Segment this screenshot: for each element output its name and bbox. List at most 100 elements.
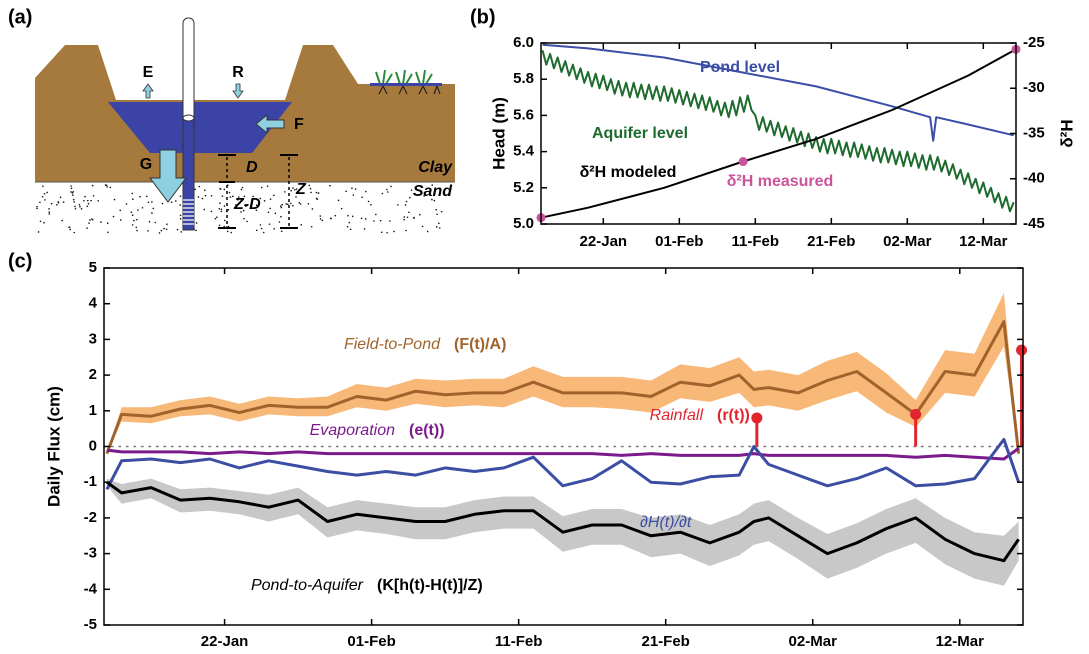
- stem: [751, 412, 763, 447]
- series-formula: (r(t)): [717, 407, 750, 424]
- sand-grain: [298, 201, 301, 204]
- sand-grain: [39, 201, 41, 204]
- sand-grain: [255, 204, 258, 207]
- sand-grain: [109, 186, 112, 189]
- sand-grain: [433, 193, 436, 195]
- x-tick-label: 01-Feb: [347, 633, 395, 650]
- sand-grain: [86, 199, 89, 202]
- sand-grain: [287, 203, 289, 206]
- sand-grain: [351, 187, 353, 190]
- sand-grain: [146, 195, 148, 198]
- sand-grain: [436, 213, 438, 216]
- x-tick-label: 21-Feb: [807, 233, 855, 250]
- sand-grain: [283, 191, 286, 193]
- series-label: Pond level: [700, 59, 780, 76]
- sand-grain: [74, 207, 77, 210]
- sand-grain: [70, 191, 72, 193]
- arrow-g: [149, 149, 187, 203]
- series-formula: (K[h(t)-H(t)]/Z): [377, 577, 483, 594]
- sand-grain: [260, 186, 263, 189]
- series-label: Evaporation: [310, 422, 395, 439]
- x-tick-label: 12-Mar: [959, 233, 1008, 250]
- sand-grain: [136, 218, 138, 221]
- y-tick-label: 5.0: [513, 215, 534, 232]
- sand-grain: [72, 198, 75, 201]
- sand-grain: [316, 198, 319, 201]
- sand-grain: [36, 205, 38, 208]
- sand-grain: [223, 188, 226, 191]
- sand-grain: [80, 208, 83, 210]
- sand-grain: [154, 221, 157, 224]
- sand-grain: [310, 191, 312, 194]
- label-d: D: [246, 159, 258, 176]
- sand-grain: [91, 184, 94, 187]
- arrow-e: [142, 83, 154, 99]
- sand-grain: [210, 194, 213, 197]
- sand-grain: [349, 228, 352, 231]
- series-line: [106, 447, 1020, 461]
- sand-grain: [386, 231, 388, 234]
- sand-grain: [405, 200, 408, 203]
- sand-grain: [41, 195, 44, 198]
- y-tick-label: 5.2: [513, 179, 534, 196]
- sand-grain: [194, 188, 196, 191]
- sand-grain: [56, 203, 58, 206]
- sand-grain: [79, 205, 81, 208]
- y-axis-label: Daily Flux (cm): [44, 386, 63, 507]
- sand-grain: [97, 199, 99, 202]
- sand-grain: [273, 194, 275, 197]
- sand-grain: [174, 200, 177, 202]
- sand-grain: [133, 219, 135, 222]
- series-label: Pond-to-Aquifer: [251, 577, 364, 594]
- chart: (b) Head (m) δ²H 5.0 5.2 5.4 5.6 5.8 6.0 -45 -40 -3…: [470, 6, 1076, 250]
- sand-grain: [92, 194, 95, 197]
- sand-grain: [295, 196, 297, 198]
- y-tick-label: -1: [84, 473, 97, 490]
- sand-grain: [246, 220, 248, 223]
- sand-grain: [86, 227, 88, 229]
- sand-grain: [89, 219, 91, 221]
- sand-grain: [74, 205, 76, 208]
- y-tick-label: 5.8: [513, 70, 534, 87]
- vegetation: [370, 69, 442, 95]
- x-tick-label: 22-Jan: [580, 233, 628, 250]
- stem-head: [910, 408, 922, 420]
- sand-grain: [299, 203, 302, 205]
- arrow-r: [232, 83, 244, 99]
- sand-grain: [433, 199, 436, 202]
- sand-grain: [390, 185, 392, 188]
- sand-grain: [44, 199, 46, 201]
- sand-grain: [266, 185, 269, 187]
- sand-grain: [285, 203, 288, 205]
- sand-grain: [197, 196, 200, 198]
- sand-grain: [405, 229, 407, 232]
- sand-grain: [351, 215, 354, 218]
- sand-grain: [280, 230, 283, 233]
- sand-grain: [281, 203, 283, 206]
- arrow-f: [255, 113, 285, 135]
- series-line: [541, 49, 1015, 213]
- series-line: [105, 320, 1021, 455]
- label-f: F: [294, 116, 304, 133]
- series-label: ∂H(t)/∂t: [640, 514, 692, 531]
- panel-label: (a): [8, 6, 32, 28]
- sand-grain: [292, 204, 294, 207]
- sand-grain: [195, 222, 198, 224]
- y-axis-label: Head (m): [489, 97, 508, 170]
- sand-grain: [100, 221, 102, 223]
- sand-grain: [137, 209, 139, 211]
- sand-grain: [345, 190, 347, 193]
- sand-grain: [280, 206, 283, 209]
- y2-tick-label: -25: [1023, 34, 1045, 51]
- sand-grain: [240, 188, 243, 191]
- label-e: E: [143, 64, 154, 81]
- series-line: [542, 43, 1014, 142]
- sand-grain: [232, 195, 234, 198]
- sand-grain: [216, 216, 218, 218]
- sand-grain: [409, 196, 411, 199]
- series-label: δ²H measured: [727, 173, 834, 190]
- sand-grain: [131, 224, 134, 226]
- sand-grain: [337, 199, 340, 202]
- sand-grain: [363, 228, 366, 230]
- sand-grain: [381, 192, 384, 195]
